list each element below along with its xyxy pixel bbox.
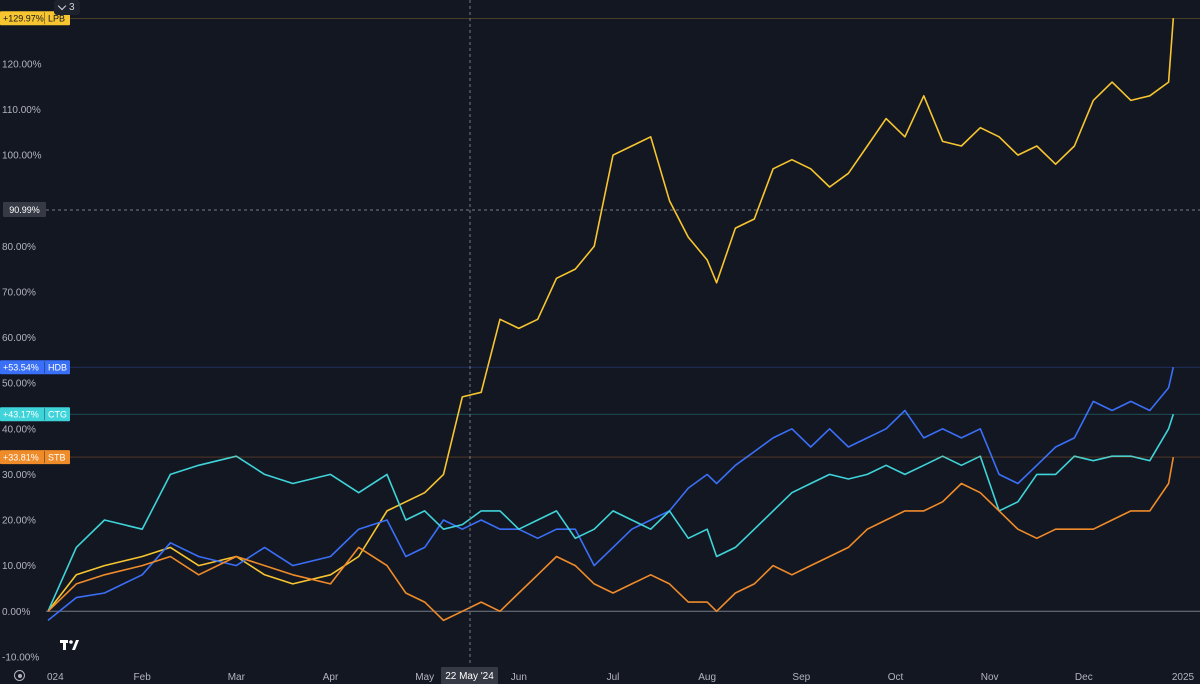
y-tick-label: 40.00% [2, 424, 36, 435]
compare-symbols-button[interactable]: 3 [54, 0, 80, 15]
x-tick-label: Sep [792, 672, 810, 683]
x-tick-label: Mar [228, 672, 246, 683]
y-tick-label: 80.00% [2, 242, 36, 253]
series-name-label: HDB [48, 362, 67, 372]
series-name-label: STB [48, 452, 66, 462]
crosshair-layer [46, 0, 1200, 666]
tradingview-logo-icon [60, 640, 79, 650]
series-name-label: CTG [48, 409, 67, 419]
x-tick-label: Jun [511, 672, 527, 683]
series-change-label: +33.81% [3, 452, 39, 462]
y-tick-label: 100.00% [2, 151, 42, 162]
series-badge-hdb: +53.54% HDB [0, 360, 70, 375]
x-tick-label: Dec [1075, 672, 1093, 683]
y-tick-label: 30.00% [2, 470, 36, 481]
x-tick-label: Feb [134, 672, 152, 683]
y-tick-label: 0.00% [2, 607, 30, 618]
y-tick-label: 110.00% [2, 105, 41, 116]
x-tick-label: Jul [607, 672, 620, 683]
y-tick-label: 120.00% [2, 59, 42, 70]
crosshair-x-badge: 22 May '24 [441, 667, 498, 684]
y-tick-label: -10.00% [2, 652, 39, 663]
series-line-ctg [47, 413, 1175, 612]
tradingview-logo[interactable] [55, 633, 83, 657]
series-line-lpb [47, 18, 1175, 612]
x-axis: 024 Feb Mar Apr May Jun Jul Aug Sep Oct Nov Dec 2025 [47, 672, 1195, 683]
series-layer [46, 17, 1200, 622]
y-tick-label: 20.00% [2, 516, 36, 527]
series-badge-lpb: +129.97% LPB [0, 11, 70, 26]
x-tick-label: Oct [888, 672, 904, 683]
series-badges: +129.97% LPB +53.54% HDB +43.17% CTG +33.81% ST… [0, 11, 70, 465]
y-tick-label: 10.00% [2, 561, 36, 572]
series-change-label: +53.54% [3, 362, 39, 372]
x-tick-label: Nov [981, 672, 999, 683]
y-axis: -10.00% 0.00% 10.00% 20.00% 30.00% 40.00% 50.0… [2, 59, 42, 663]
compare-count: 3 [69, 2, 75, 13]
x-tick-label: Apr [323, 672, 339, 683]
x-tick-label: Aug [698, 672, 716, 683]
crosshair-y-label: 90.99% [9, 205, 40, 215]
series-badge-ctg: +43.17% CTG [0, 407, 70, 422]
y-tick-label: 60.00% [2, 333, 36, 344]
series-line-stb [47, 456, 1175, 622]
settings-gear-icon[interactable] [14, 670, 25, 681]
x-tick-label: 2025 [1172, 672, 1195, 683]
crosshair-x-label: 22 May '24 [445, 671, 494, 682]
y-tick-label: 70.00% [2, 287, 36, 298]
series-change-label: +129.97% [3, 13, 44, 23]
crosshair-y-badge: 90.99% [3, 202, 46, 217]
series-name-label: LPB [48, 13, 65, 23]
series-badge-stb: +33.81% STB [0, 450, 70, 465]
chevron-down-icon [57, 1, 67, 11]
x-tick-label: 024 [47, 672, 64, 683]
x-tick-label: May [415, 672, 434, 683]
series-line-hdb [47, 367, 1175, 622]
y-tick-label: 50.00% [2, 379, 36, 390]
series-change-label: +43.17% [3, 409, 39, 419]
